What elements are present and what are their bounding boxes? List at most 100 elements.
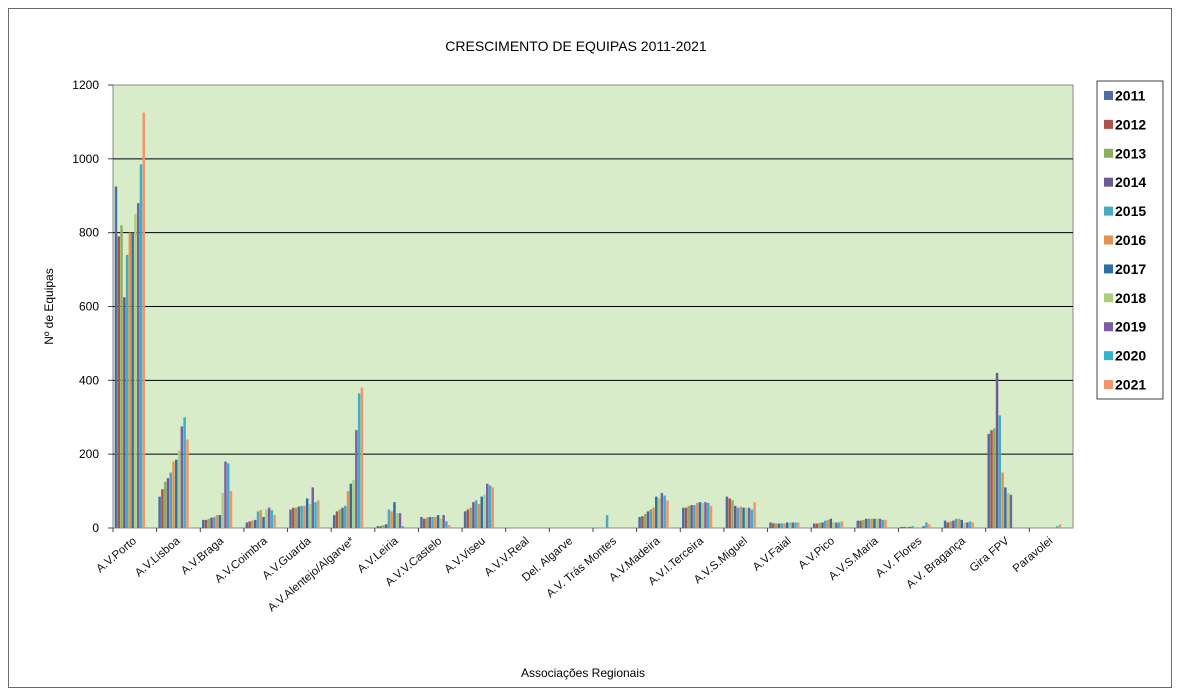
bar-2016 [434, 516, 437, 528]
bar-2012 [117, 236, 120, 529]
bar-2019 [486, 483, 489, 528]
bar-2011 [638, 516, 641, 528]
bar-2013 [949, 521, 952, 528]
y-tick-label: 1000 [72, 152, 99, 166]
bar-2020 [183, 417, 186, 528]
bar-2015 [605, 515, 609, 528]
bar-2016 [783, 523, 786, 528]
legend: 2011 2012 2013 2014 2015 2016 2017 2018 2019 2020… [1096, 80, 1164, 400]
x-axis-categories: A.V.PortoA.V.LisboaA.V.BragaA.V.CoimbraA… [94, 528, 1055, 614]
bar-2012 [641, 516, 644, 528]
bar-2014 [952, 520, 955, 528]
bar-2020 [794, 522, 797, 528]
bar-2013 [731, 500, 734, 528]
bar-2015 [998, 415, 1002, 528]
bar-2021 [142, 112, 145, 528]
bar-2016 [652, 507, 655, 528]
bar-2017 [175, 459, 178, 528]
bar-2021 [317, 500, 320, 528]
bar-2016 [739, 506, 743, 528]
bar-2014 [821, 522, 824, 528]
bar-2011 [158, 496, 161, 528]
bar-2016 [346, 491, 350, 528]
legend-swatch [1104, 264, 1113, 274]
bar-2013 [469, 507, 472, 528]
bar-2014 [384, 524, 388, 528]
legend-swatch [1104, 206, 1113, 216]
bar-2014 [777, 523, 781, 528]
legend-swatch [1104, 235, 1113, 245]
bar-2021 [447, 525, 451, 528]
bar-2013 [643, 513, 647, 528]
legend-swatch [1104, 351, 1113, 361]
x-category-label: A.V.Porto [94, 535, 139, 575]
bar-2015 [213, 516, 216, 528]
bar-2017 [785, 522, 789, 528]
bar-2013 [905, 526, 909, 528]
bar-2018 [832, 522, 835, 528]
bar-2014 [690, 505, 693, 528]
bar-2020 [663, 495, 666, 528]
legend-label: 2013 [1115, 145, 1146, 161]
bar-chart: CRESCIMENTO DE EQUIPAS 2011-2021 0 200 400… [42, 38, 1164, 680]
bar-2017 [305, 498, 309, 528]
bar-2019 [966, 522, 969, 528]
bar-2017 [873, 518, 876, 528]
x-category-label: Gira FPV [968, 535, 1012, 575]
bar-2021 [186, 439, 189, 528]
legend-label: 2016 [1115, 232, 1146, 248]
legend-swatch [1104, 148, 1113, 158]
bar-2015 [169, 472, 172, 529]
bar-2018 [439, 518, 443, 528]
bar-2013 [862, 519, 865, 528]
bar-2016 [128, 232, 132, 529]
bar-2011 [114, 186, 118, 528]
bar-2018 [265, 509, 268, 528]
bar-2020 [227, 463, 230, 528]
bar-2018 [483, 494, 486, 528]
bar-2018 [221, 492, 224, 528]
bar-2019 [355, 430, 358, 528]
bar-2021 [971, 522, 975, 528]
x-category-label: A.V.Alentejo/Algarve* [266, 535, 358, 615]
legend-swatch [1104, 380, 1113, 390]
bar-2016 [870, 518, 873, 528]
bar-2014 [253, 519, 257, 528]
bar-2014 [646, 511, 650, 528]
bar-2018 [876, 518, 879, 528]
bar-2014 [733, 505, 737, 528]
x-category-label: A.V.Faial [751, 535, 794, 574]
bars [114, 112, 1062, 529]
bar-2021 [491, 487, 495, 528]
bar-2021 [1058, 524, 1062, 528]
bar-2012 [466, 509, 470, 528]
bar-2014 [472, 502, 475, 528]
bar-2013 [425, 517, 429, 528]
bar-2011 [943, 520, 947, 528]
bar-2020 [707, 502, 710, 528]
bar-2015 [649, 509, 652, 528]
bar-2011 [420, 516, 423, 528]
bar-2015 [256, 511, 260, 528]
bar-2013 [774, 523, 778, 528]
bar-2015 [300, 505, 303, 528]
bar-2013 [251, 520, 254, 528]
bar-2019 [311, 487, 314, 528]
legend-swatch [1104, 177, 1113, 187]
bar-2021 [840, 521, 844, 528]
bar-2017 [131, 232, 134, 529]
bar-2020 [750, 509, 754, 528]
bar-2016 [477, 504, 481, 528]
bar-2017 [218, 515, 222, 528]
bar-2015 [387, 509, 391, 528]
bar-2016 [172, 461, 175, 528]
y-axis-label: Nº de Equipas [42, 268, 56, 344]
bar-2019 [136, 203, 140, 528]
bar-2011 [376, 526, 380, 528]
bar-2015 [824, 520, 827, 528]
legend-label: 2017 [1115, 261, 1146, 277]
bar-2020 [314, 502, 317, 528]
bar-2012 [772, 523, 775, 528]
legend-label: 2021 [1115, 377, 1146, 393]
x-category-label: A.V.Pico [796, 535, 837, 572]
